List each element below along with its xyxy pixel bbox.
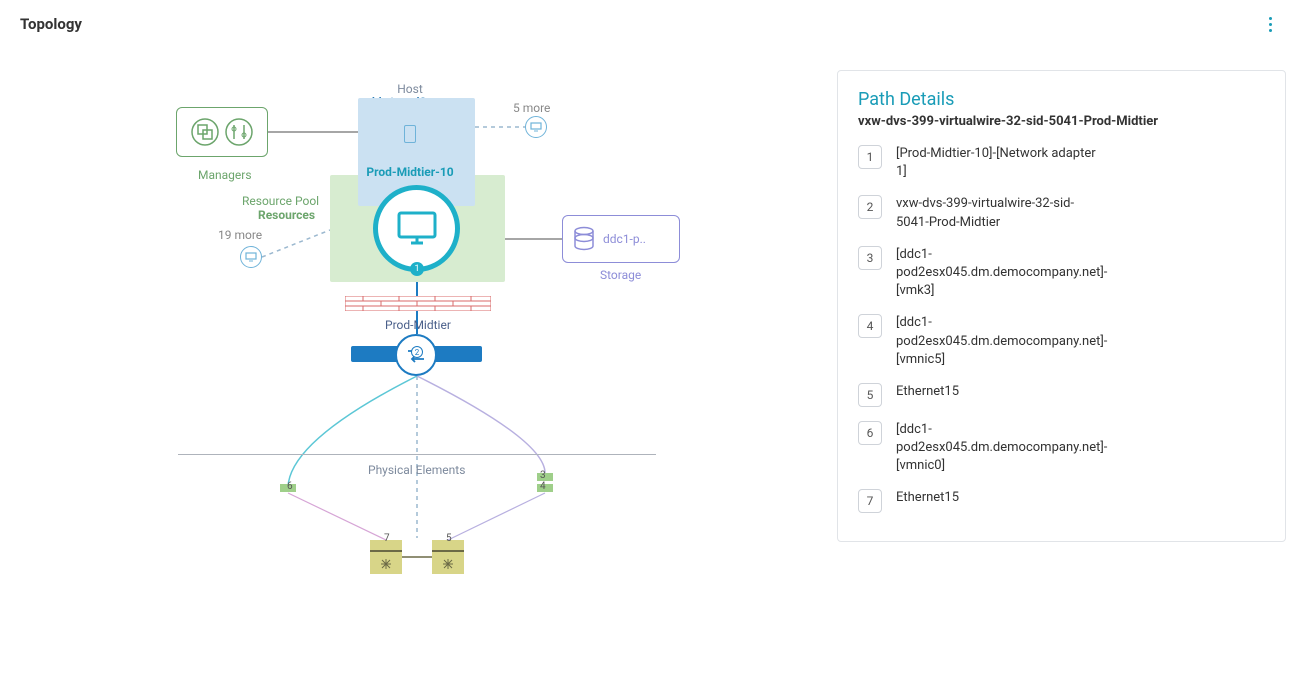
path-step[interactable]: 6 [ddc1-pod2esx045.dm.democompany.net]-[v… <box>858 421 1265 476</box>
managers-label: Managers <box>198 168 252 182</box>
path-step[interactable]: 4 [ddc1-pod2esx045.dm.democompany.net]-[v… <box>858 314 1265 369</box>
physical-label: Physical Elements <box>368 463 465 477</box>
settings-icon <box>224 117 254 147</box>
vm-step-badge: 1 <box>410 262 424 276</box>
switch-1-num: 7 <box>384 533 390 544</box>
page-title: Topology <box>20 15 82 33</box>
nic-3-num: 3 <box>540 470 546 481</box>
menu-kebab-icon[interactable] <box>1260 14 1280 34</box>
monitor-icon <box>395 209 439 249</box>
dvs-step-badge: 2 <box>411 346 423 358</box>
more-vms-node[interactable] <box>240 246 262 268</box>
storage-label: Storage <box>600 268 641 282</box>
switch-star-icon <box>432 540 464 574</box>
step-number: 7 <box>858 489 882 513</box>
step-text: Ethernet15 <box>896 489 959 507</box>
datastore-icon <box>573 226 595 252</box>
monitor-mini-icon <box>530 122 542 132</box>
segment-label: Prod-Midtier <box>385 318 451 332</box>
vm-node[interactable] <box>373 185 460 272</box>
step-number: 4 <box>858 314 882 338</box>
step-text: [ddc1-pod2esx045.dm.democompany.net]-[vm… <box>896 246 1096 301</box>
vcenter-icon <box>190 117 220 147</box>
step-text: [ddc1-pod2esx045.dm.democompany.net]-[vm… <box>896 421 1096 476</box>
switch-star-icon <box>370 540 402 574</box>
step-text: [ddc1-pod2esx045.dm.democompany.net]-[vm… <box>896 314 1096 369</box>
panel-title: Path Details <box>858 89 1265 110</box>
step-number: 6 <box>858 421 882 445</box>
more-vms-label: 19 more <box>218 228 262 242</box>
step-number: 2 <box>858 195 882 219</box>
topology-canvas: Host ddc1-pod2esx.. Prod-Midtier-10 1 Ma… <box>0 40 820 660</box>
step-number: 1 <box>858 145 882 169</box>
step-number: 3 <box>858 246 882 270</box>
managers-node[interactable] <box>176 107 268 157</box>
host-label: Host <box>397 82 423 96</box>
switch-2-node[interactable] <box>432 540 464 574</box>
path-step[interactable]: 7 Ethernet15 <box>858 489 1265 513</box>
path-step[interactable]: 3 [ddc1-pod2esx045.dm.democompany.net]-[v… <box>858 246 1265 301</box>
switch-2-num: 5 <box>446 533 452 544</box>
resource-pool-label: Resource Pool <box>242 194 319 208</box>
physical-divider <box>178 454 656 455</box>
panel-subtitle: vxw-dvs-399-virtualwire-32-sid-5041-Prod… <box>858 114 1265 129</box>
more-hosts-node[interactable] <box>525 116 547 138</box>
switch-1-node[interactable] <box>370 540 402 574</box>
step-number: 5 <box>858 383 882 407</box>
path-step[interactable]: 2 vxw-dvs-399-virtualwire-32-sid-5041-Pro… <box>858 195 1265 231</box>
monitor-mini-icon <box>245 252 257 262</box>
nic-4-num: 4 <box>540 481 546 492</box>
more-hosts-label: 5 more <box>513 101 550 115</box>
path-step[interactable]: 5 Ethernet15 <box>858 383 1265 407</box>
step-text: Ethernet15 <box>896 383 959 401</box>
storage-node[interactable]: ddc1-p.. <box>562 215 680 263</box>
path-step[interactable]: 1 [Prod-Midtier-10]-[Network adapter 1] <box>858 145 1265 181</box>
firewall-icon <box>345 296 491 311</box>
resource-pool-name: Resources <box>258 208 315 222</box>
step-text: [Prod-Midtier-10]-[Network adapter 1] <box>896 145 1096 181</box>
host-icon <box>404 125 416 143</box>
storage-name: ddc1-p.. <box>603 232 646 246</box>
path-step-list: 1 [Prod-Midtier-10]-[Network adapter 1] 2… <box>858 145 1265 513</box>
step-text: vxw-dvs-399-virtualwire-32-sid-5041-Prod… <box>896 195 1096 231</box>
nic-6-num: 6 <box>287 481 293 492</box>
vm-name[interactable]: Prod-Midtier-10 <box>366 165 453 179</box>
path-details-panel: Path Details vxw-dvs-399-virtualwire-32-… <box>837 70 1286 542</box>
